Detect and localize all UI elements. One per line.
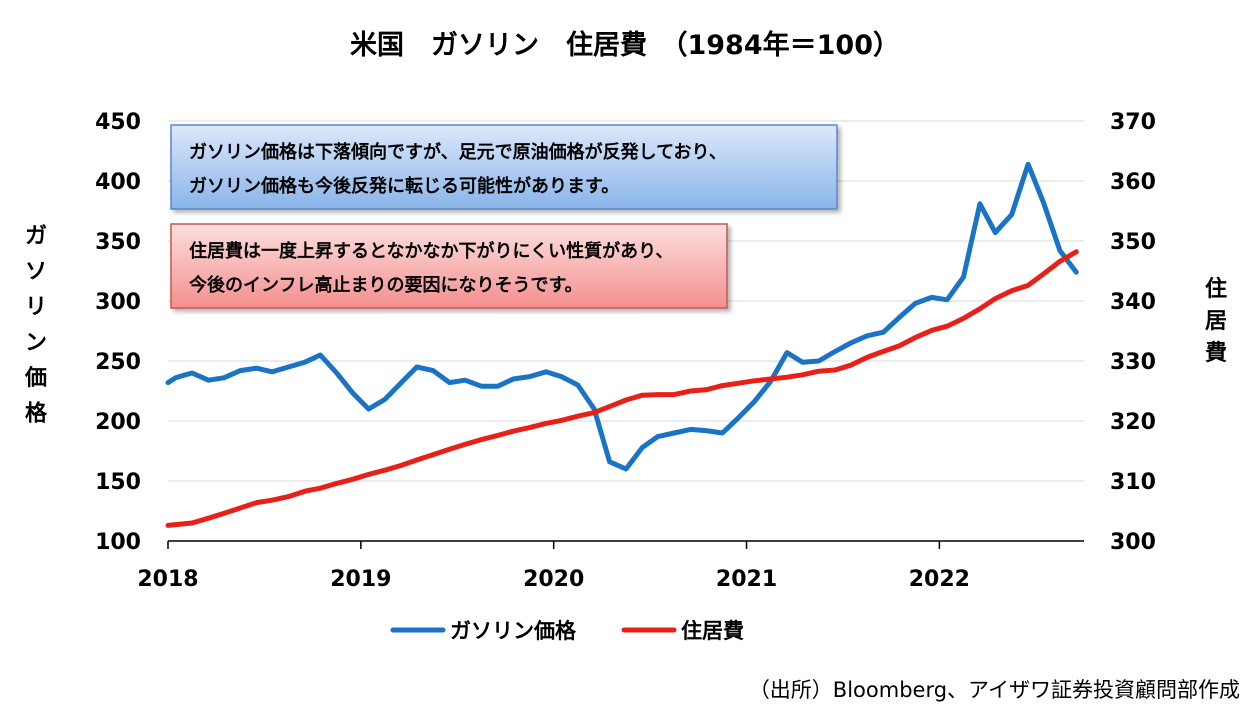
source-note: （出所）Bloomberg、アイザワ証券投資顧問部作成 bbox=[749, 678, 1240, 702]
y-right-tick-label: 350 bbox=[1110, 230, 1156, 255]
y-right-tick-label: 330 bbox=[1110, 350, 1156, 375]
chart-title: 米国 ガソリン 住居費 （1984年＝100） bbox=[350, 29, 900, 61]
x-tick-label: 2022 bbox=[909, 567, 970, 592]
left-axis-ticks: 450 400 350 300 250 200 150 100 bbox=[95, 110, 141, 555]
y-left-tick-label: 250 bbox=[95, 350, 141, 375]
left-axis-title-char: リ bbox=[25, 295, 47, 320]
x-tick-label: 2018 bbox=[137, 567, 198, 592]
right-axis-title: 住居費 bbox=[1205, 276, 1227, 366]
y-right-tick-label: 310 bbox=[1110, 470, 1156, 495]
annotation-housing-line-2: 今後のインフレ高止まりの要因になりそうです。 bbox=[189, 274, 583, 296]
series-line-gasoline bbox=[165, 161, 1079, 472]
right-axis-title-char: 居 bbox=[1205, 309, 1227, 334]
legend-label-gasoline: ガソリン価格 bbox=[450, 619, 577, 643]
y-left-tick-label: 100 bbox=[95, 530, 141, 555]
y-left-tick-label: 300 bbox=[95, 290, 141, 315]
right-axis-title-char: 住 bbox=[1205, 276, 1227, 302]
left-axis-title-char: 価 bbox=[24, 366, 47, 391]
y-left-tick-label: 400 bbox=[95, 170, 141, 195]
y-right-tick-label: 360 bbox=[1110, 170, 1156, 195]
annotation-housing: 住居費は一度上昇するとなかなか下がりにくい性質があり、 今後のインフレ高止まりの… bbox=[170, 223, 728, 309]
y-right-tick-label: 320 bbox=[1110, 410, 1156, 435]
y-right-tick-label: 340 bbox=[1110, 290, 1156, 315]
right-axis-ticks: 370 360 350 340 330 320 310 300 bbox=[1110, 110, 1156, 555]
series-line-housing bbox=[165, 249, 1079, 528]
legend: ガソリン価格 住居費 bbox=[390, 619, 744, 643]
annotation-gasoline-line-1: ガソリン価格は下落傾向ですが、足元で原油価格が反発しており、 bbox=[189, 141, 727, 163]
left-axis-title-char: ガ bbox=[25, 224, 47, 249]
y-left-tick-label: 200 bbox=[95, 410, 141, 435]
left-axis-title-char: 格 bbox=[25, 401, 48, 427]
annotation-housing-box bbox=[170, 223, 728, 309]
y-left-tick-label: 350 bbox=[95, 230, 141, 255]
x-tick-label: 2020 bbox=[523, 567, 584, 592]
left-axis-title: ガソリン価格 bbox=[24, 224, 48, 427]
right-axis-title-char: 費 bbox=[1205, 341, 1227, 366]
y-right-tick-label: 300 bbox=[1110, 530, 1156, 555]
y-left-tick-label: 150 bbox=[95, 470, 141, 495]
y-left-tick-label: 450 bbox=[95, 110, 141, 135]
annotation-gasoline-line-2: ガソリン価格も今後反発に転じる可能性があります。 bbox=[189, 175, 619, 197]
series-layer bbox=[165, 161, 1079, 528]
x-axis-ticks: 2018 2019 2020 2021 2022 bbox=[137, 541, 970, 592]
legend-label-housing: 住居費 bbox=[681, 619, 744, 643]
y-right-tick-label: 370 bbox=[1110, 110, 1156, 135]
annotation-gasoline-box bbox=[170, 124, 838, 210]
x-tick-label: 2021 bbox=[716, 567, 777, 592]
left-axis-title-char: ン bbox=[25, 331, 47, 356]
annotation-gasoline: ガソリン価格は下落傾向ですが、足元で原油価格が反発しており、 ガソリン価格も今後… bbox=[170, 124, 838, 210]
left-axis-title-char: ソ bbox=[25, 260, 47, 285]
annotation-housing-line-1: 住居費は一度上昇するとなかなか下がりにくい性質があり、 bbox=[189, 240, 673, 262]
x-tick-label: 2019 bbox=[330, 567, 391, 592]
